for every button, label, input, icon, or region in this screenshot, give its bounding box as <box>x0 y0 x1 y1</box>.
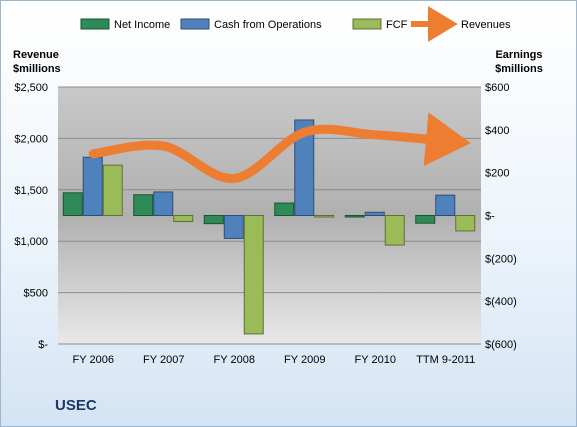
left-axis-tick-label: $1,000 <box>14 236 48 248</box>
bar-fcf <box>173 215 194 222</box>
left-axis-title: Revenue <box>13 49 59 61</box>
bar-net-income <box>133 194 154 216</box>
x-axis-tick-label: TTM 9-2011 <box>416 354 475 366</box>
x-axis-tick-label: FY 2007 <box>143 354 184 366</box>
right-axis-tick-label: $(200) <box>485 253 517 265</box>
right-axis-tick-label: $(600) <box>485 339 517 351</box>
legend-swatch-cash-from-operations <box>180 18 210 30</box>
right-axis-tick-label: $400 <box>485 125 509 137</box>
right-axis-title: Earnings <box>495 49 542 61</box>
left-axis-title: $millions <box>13 63 61 75</box>
plot-area <box>58 87 481 344</box>
bar-fcf <box>384 215 405 246</box>
bar-cash-from-operations <box>294 119 315 216</box>
bar-fcf <box>455 215 476 232</box>
bar-net-income <box>344 215 365 218</box>
x-axis-tick-label: FY 2009 <box>284 354 325 366</box>
right-axis-tick-label: $- <box>485 211 495 223</box>
legend-swatch-fcf <box>352 18 382 30</box>
bar-fcf <box>314 215 335 218</box>
x-axis-tick-label: FY 2010 <box>355 354 396 366</box>
bar-cash-from-operations <box>435 194 456 216</box>
legend-label-revenues: Revenues <box>461 19 511 31</box>
bar-fcf <box>102 164 123 217</box>
bar-net-income <box>62 192 83 217</box>
legend-label-fcf: FCF <box>386 19 408 31</box>
revenues-line <box>88 112 471 183</box>
left-axis-tick-label: $500 <box>24 288 48 300</box>
bar-cash-from-operations <box>153 191 174 216</box>
left-axis-tick-label: $2,500 <box>14 82 48 94</box>
legend-swatch-net-income <box>80 18 110 30</box>
bar-net-income <box>415 215 436 224</box>
bar-net-income <box>274 202 295 217</box>
left-axis-tick-label: $1,500 <box>14 185 48 197</box>
bar-cash-from-operations <box>223 215 244 239</box>
x-axis-tick-label: FY 2006 <box>73 354 114 366</box>
right-axis-tick-label: $600 <box>485 82 509 94</box>
right-axis-title: $millions <box>495 63 543 75</box>
legend-label-net-income: Net Income <box>114 19 170 31</box>
right-axis-tick-label: $200 <box>485 168 509 180</box>
bar-net-income <box>203 215 224 225</box>
company-ticker: USEC <box>55 397 97 414</box>
bar-fcf <box>243 215 264 335</box>
left-axis-tick-label: $- <box>38 339 48 351</box>
right-axis-tick-label: $(400) <box>485 296 517 308</box>
left-axis-tick-label: $2,000 <box>14 133 48 145</box>
bar-cash-from-operations <box>82 156 103 217</box>
legend-label-cash-from-operations: Cash from Operations <box>214 19 322 31</box>
bar-cash-from-operations <box>364 211 385 217</box>
x-axis-tick-label: FY 2008 <box>214 354 255 366</box>
